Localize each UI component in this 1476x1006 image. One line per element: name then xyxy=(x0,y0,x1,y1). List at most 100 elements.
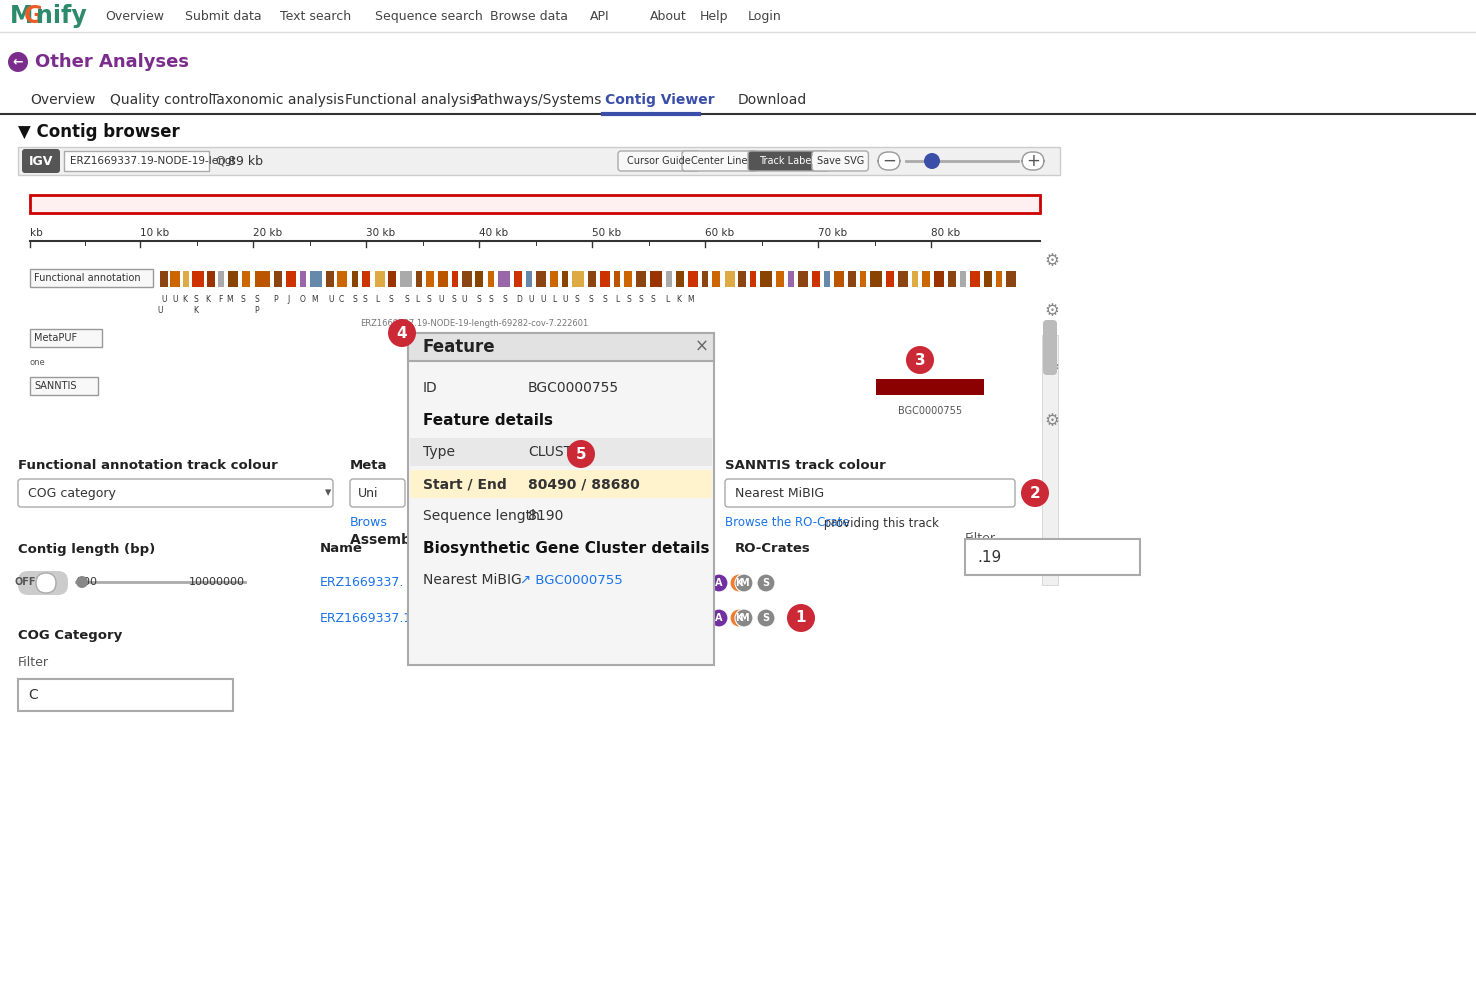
Text: S: S xyxy=(363,295,368,304)
Text: 89282: 89282 xyxy=(530,612,570,625)
Bar xyxy=(636,271,646,287)
Bar xyxy=(388,271,396,287)
Text: ERZ1669337.: ERZ1669337. xyxy=(320,576,404,590)
Text: Start / End: Start / End xyxy=(424,477,506,491)
Bar xyxy=(514,271,523,287)
Bar xyxy=(227,271,238,287)
Text: C: C xyxy=(615,578,623,588)
Bar xyxy=(30,329,102,347)
Text: 3: 3 xyxy=(915,352,925,367)
Circle shape xyxy=(630,574,648,592)
Text: rage: rage xyxy=(525,541,559,554)
Text: S: S xyxy=(388,295,394,304)
Text: P: P xyxy=(676,578,682,588)
Text: U: U xyxy=(540,295,546,304)
Text: Functional annotation: Functional annotation xyxy=(34,273,140,283)
Text: ERZ1669337.19-NODE-19-length-69282-cov-7.222601: ERZ1669337.19-NODE-19-length-69282-cov-7… xyxy=(360,319,589,328)
Text: U: U xyxy=(528,295,534,304)
Text: 80 kb: 80 kb xyxy=(931,228,959,238)
FancyBboxPatch shape xyxy=(35,573,56,593)
Text: U: U xyxy=(438,295,444,304)
Circle shape xyxy=(906,346,934,374)
Text: .19: .19 xyxy=(977,549,1001,564)
Text: C: C xyxy=(615,613,623,623)
Text: K: K xyxy=(676,295,682,304)
Bar xyxy=(207,271,215,287)
Text: ERZ1669337.19-NODE-19-lengt: ERZ1669337.19-NODE-19-lengt xyxy=(69,156,236,166)
Text: M: M xyxy=(688,295,694,304)
Circle shape xyxy=(689,609,708,627)
Bar xyxy=(427,271,434,287)
Text: ⚙: ⚙ xyxy=(1045,359,1060,377)
Text: 50 kb: 50 kb xyxy=(592,228,621,238)
Text: +: + xyxy=(1026,152,1041,170)
Bar xyxy=(1042,335,1058,585)
Text: Browse the RO-Crate: Browse the RO-Crate xyxy=(725,516,850,529)
Text: 500: 500 xyxy=(75,577,97,586)
Bar xyxy=(922,271,930,287)
Circle shape xyxy=(649,609,669,627)
Text: Center Line: Center Line xyxy=(691,156,748,166)
Text: Type: Type xyxy=(424,445,455,459)
Text: S: S xyxy=(255,295,260,304)
Circle shape xyxy=(757,609,775,627)
Text: S: S xyxy=(193,295,198,304)
Text: ⚙: ⚙ xyxy=(1045,302,1060,320)
Bar xyxy=(30,195,1041,213)
Bar xyxy=(799,271,807,287)
Bar xyxy=(159,271,168,287)
Bar xyxy=(410,438,711,466)
Text: M: M xyxy=(10,4,34,28)
Text: L: L xyxy=(375,295,379,304)
Text: Feature: Feature xyxy=(422,338,494,356)
Bar xyxy=(738,271,745,287)
Bar xyxy=(63,151,210,171)
Text: K: K xyxy=(735,578,742,588)
Bar xyxy=(536,271,546,287)
Circle shape xyxy=(610,609,627,627)
Bar xyxy=(375,271,385,287)
Bar xyxy=(912,271,918,287)
Bar xyxy=(462,271,472,287)
Text: providing this track: providing this track xyxy=(821,516,939,529)
Text: U: U xyxy=(562,295,568,304)
Text: API: API xyxy=(590,9,610,22)
Text: CLUSTER: CLUSTER xyxy=(528,445,590,459)
Text: Contig Viewer: Contig Viewer xyxy=(605,93,714,107)
Text: Meta: Meta xyxy=(350,459,388,472)
Bar xyxy=(886,271,894,287)
Text: ▼ Contig browser: ▼ Contig browser xyxy=(18,123,180,141)
Text: MetaPUF: MetaPUF xyxy=(34,333,77,343)
Text: Contig length (bp): Contig length (bp) xyxy=(18,543,155,556)
Text: S: S xyxy=(503,295,508,304)
Text: S: S xyxy=(602,295,608,304)
Text: Save SVG: Save SVG xyxy=(816,156,863,166)
Text: Overview: Overview xyxy=(30,93,96,107)
Circle shape xyxy=(670,609,688,627)
Circle shape xyxy=(731,574,748,592)
Bar xyxy=(218,271,224,287)
Circle shape xyxy=(388,319,416,347)
Text: C: C xyxy=(28,688,38,702)
Text: Uni: Uni xyxy=(359,487,378,500)
FancyBboxPatch shape xyxy=(1044,320,1057,375)
Text: S: S xyxy=(763,613,769,623)
Text: 10 kb: 10 kb xyxy=(140,228,170,238)
Bar xyxy=(703,271,708,287)
Bar xyxy=(310,271,322,287)
Text: IGV: IGV xyxy=(30,155,53,168)
FancyBboxPatch shape xyxy=(18,571,68,595)
Text: Overview: Overview xyxy=(105,9,164,22)
Text: Features: Features xyxy=(615,541,680,554)
Bar xyxy=(869,271,883,287)
Text: About: About xyxy=(649,9,686,22)
Bar xyxy=(760,271,772,287)
Text: S: S xyxy=(574,295,580,304)
Bar xyxy=(183,271,189,287)
Bar xyxy=(788,271,794,287)
Circle shape xyxy=(757,574,775,592)
Bar xyxy=(824,271,830,287)
Bar xyxy=(934,271,945,287)
Circle shape xyxy=(567,440,595,468)
Text: U: U xyxy=(328,295,334,304)
